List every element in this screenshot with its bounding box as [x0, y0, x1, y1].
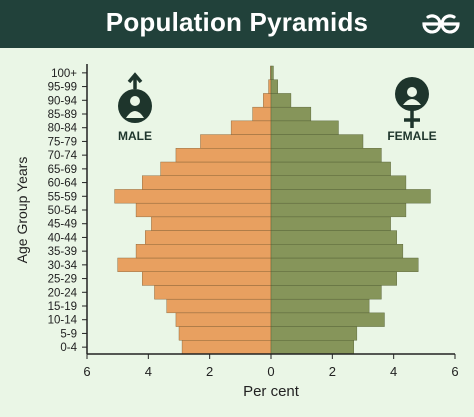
male-bar-90-94	[263, 93, 272, 108]
female-bar-90-94	[270, 93, 292, 108]
female-bar-10-14	[270, 312, 385, 327]
female-bar-70-74	[270, 148, 382, 163]
female-bar-25-29	[270, 271, 397, 286]
header-bar: Population Pyramids	[0, 0, 474, 48]
y-tick-label: 75-79	[48, 136, 77, 148]
male-bar-45-49	[151, 216, 272, 231]
y-tick-label: 25-29	[48, 274, 77, 286]
female-bar-40-44	[270, 230, 397, 245]
x-tick-label: 2	[206, 364, 213, 379]
male-symbol-icon	[118, 72, 152, 123]
male-bar-25-29	[141, 271, 272, 286]
male-legend-label: MALE	[118, 129, 152, 143]
male-bar-95-99	[268, 79, 272, 94]
x-tick-label: 2	[329, 364, 336, 379]
male-bar-0-4	[181, 340, 272, 355]
male-bar-80-84	[230, 120, 272, 135]
y-tick-label: 10-14	[48, 315, 78, 327]
female-bar-20-24	[270, 285, 382, 300]
y-tick-label: 0-4	[60, 342, 77, 354]
male-bar-75-79	[200, 134, 272, 149]
y-tick-label: 50-54	[48, 205, 78, 217]
x-tick-label: 4	[390, 364, 397, 379]
female-bar-5-9	[270, 326, 358, 341]
female-bar-50-54	[270, 202, 407, 218]
female-bar-45-49	[270, 216, 391, 231]
female-legend-label: FEMALE	[387, 129, 436, 143]
y-tick-label: 45-49	[48, 219, 77, 231]
x-tick-label: 6	[451, 364, 458, 379]
male-bar-65-69	[160, 161, 272, 176]
female-bar-60-64	[270, 175, 407, 190]
x-tick-label: 4	[145, 364, 152, 379]
y-axis-label: Age Group Years	[14, 157, 30, 264]
y-tick-label: 20-24	[48, 287, 78, 299]
chart-area: 0-4 5-9 10-14 15-19 20-24 25-29 30-34 35-39 40-4…	[0, 48, 474, 412]
female-bar-85-89	[270, 106, 312, 122]
male-bar-55-59	[114, 189, 272, 204]
y-tick-label: 90-94	[48, 95, 78, 107]
female-bar-100+	[270, 65, 274, 80]
y-tick-label: 55-59	[48, 191, 77, 203]
y-tick-label: 85-89	[48, 109, 77, 121]
y-tick-label: 70-74	[48, 150, 78, 162]
male-bar-10-14	[175, 312, 272, 327]
x-axis-label: Per cent	[243, 383, 300, 400]
female-bar-0-4	[270, 340, 355, 355]
y-tick-label: 40-44	[48, 232, 78, 244]
male-bar-35-39	[135, 244, 272, 259]
male-bar-20-24	[154, 285, 272, 300]
male-bar-70-74	[175, 148, 272, 163]
y-tick-label: 65-69	[48, 164, 77, 176]
geeksforgeeks-logo-icon	[422, 14, 460, 34]
male-bar-5-9	[178, 326, 272, 341]
y-tick-label: 60-64	[48, 178, 78, 190]
x-tick-label: 0	[267, 364, 274, 379]
female-bar-15-19	[270, 298, 370, 314]
female-bar-95-99	[270, 79, 278, 94]
male-bar-60-64	[141, 175, 272, 190]
female-bar-55-59	[270, 189, 431, 204]
y-tick-label: 5-9	[60, 328, 77, 340]
y-tick-label: 80-84	[48, 123, 78, 135]
y-tick-label: 30-34	[48, 260, 78, 272]
male-bar-40-44	[145, 230, 272, 245]
chart-title: Population Pyramids	[105, 7, 369, 37]
female-bar-35-39	[270, 244, 404, 259]
female-bar-75-79	[270, 134, 364, 149]
female-symbol-icon	[395, 77, 429, 128]
y-tick-label: 95-99	[48, 82, 77, 94]
male-bar-15-19	[166, 298, 272, 314]
y-tick-label: 15-19	[48, 301, 77, 313]
y-tick-label: 35-39	[48, 246, 77, 258]
female-bar-80-84	[270, 120, 339, 135]
female-bar-65-69	[270, 161, 391, 176]
male-bar-30-34	[117, 257, 272, 272]
male-bar-85-89	[252, 106, 272, 122]
y-tick-label: 100+	[51, 68, 77, 80]
female-bar-30-34	[270, 257, 419, 272]
x-tick-label: 6	[83, 364, 90, 379]
male-bar-50-54	[135, 202, 272, 218]
